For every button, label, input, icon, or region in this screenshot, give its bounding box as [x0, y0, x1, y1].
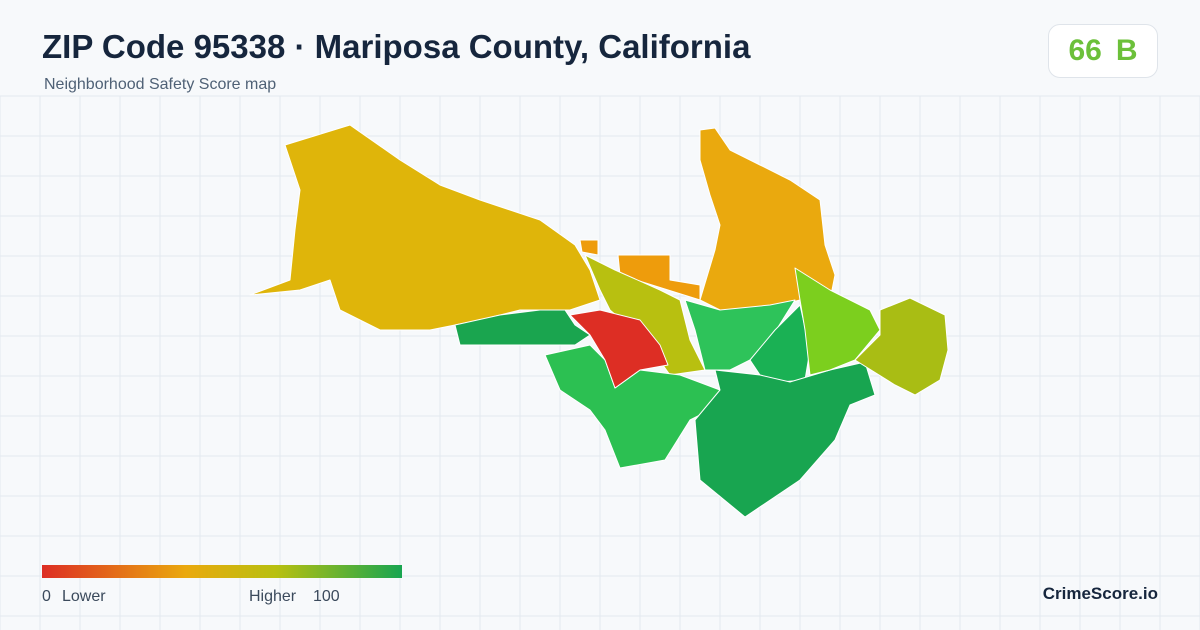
region	[854, 297, 949, 396]
legend-min: 0	[42, 588, 51, 605]
subtitle: Neighborhood Safety Score map	[44, 76, 277, 93]
grade: B	[1115, 34, 1138, 67]
brand: CrimeScore.io	[1042, 584, 1158, 603]
grid	[0, 95, 1200, 630]
regions	[249, 124, 949, 518]
region	[579, 239, 599, 256]
title: ZIP Code 95338 · Mariposa County, Califo…	[42, 28, 751, 65]
region	[249, 124, 601, 331]
region	[794, 267, 881, 376]
region	[694, 361, 876, 518]
score-badge: 66 B	[1048, 24, 1158, 78]
region	[454, 309, 591, 346]
legend-gradient	[42, 565, 402, 578]
score: 66	[1068, 34, 1102, 67]
legend-max: 100	[313, 588, 340, 605]
region	[569, 309, 669, 389]
legend-max-label: Higher	[249, 588, 297, 605]
legend-min-label: Lower	[62, 588, 106, 605]
